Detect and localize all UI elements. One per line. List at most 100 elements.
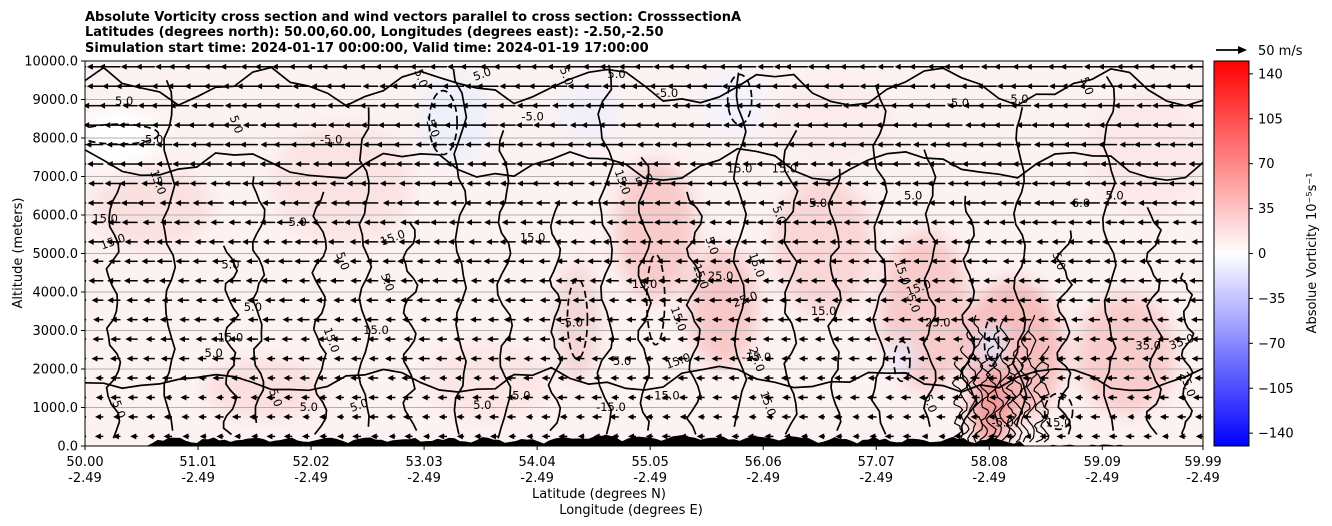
wind-vector (826, 199, 843, 206)
wind-vector (255, 102, 276, 109)
wind-vector (1034, 297, 1049, 304)
wind-vector (262, 238, 276, 245)
wind-vector (432, 199, 447, 206)
wind-vector (1136, 238, 1152, 245)
wind-vector (343, 141, 362, 148)
wind-vector (792, 161, 808, 168)
wind-vector (1167, 180, 1186, 187)
y-tick-label-7: 7000.0 (33, 170, 79, 185)
wind-vector (1134, 161, 1152, 168)
wind-vector (952, 336, 963, 343)
wind-vector (210, 336, 224, 343)
wind-vector (932, 316, 946, 323)
contour-line-13 (732, 72, 748, 427)
wind-vector (1014, 141, 1032, 148)
wind-vector (311, 219, 327, 226)
wind-vector (754, 102, 774, 109)
y-tick-label-8: 8000.0 (33, 132, 79, 147)
wind-vector (1154, 258, 1169, 265)
wind-vector (189, 180, 207, 187)
wind-vector (832, 336, 843, 343)
contour-line-22 (1145, 206, 1163, 435)
wind-vector (951, 394, 963, 401)
wind-vector (310, 180, 327, 187)
wind-vector (194, 277, 207, 284)
wind-vector (977, 102, 997, 109)
wind-vector (1168, 141, 1186, 148)
wind-vector (724, 161, 740, 168)
shading-blob-1 (92, 167, 213, 248)
wind-vector (273, 83, 293, 90)
wind-vector (1099, 161, 1118, 168)
wind-vector (798, 336, 808, 343)
wind-vector (852, 413, 860, 420)
wind-vector (654, 141, 671, 148)
wind-vector (479, 161, 499, 168)
wind-vector (552, 102, 568, 109)
wind-vector (504, 355, 516, 362)
wind-vector (913, 258, 929, 265)
wind-vector (792, 219, 808, 226)
wind-vector (1056, 355, 1066, 362)
contour-line-2 (222, 245, 240, 436)
wind-vector (1105, 375, 1118, 382)
wind-vector (327, 122, 344, 129)
wind-vector (299, 375, 310, 382)
wind-vector (817, 413, 825, 420)
wind-vector (94, 433, 104, 440)
wind-vector (488, 413, 499, 420)
wind-vector (266, 355, 276, 362)
wind-vector (204, 102, 224, 109)
wind-vector (1073, 355, 1083, 362)
wind-vector (567, 102, 585, 109)
wind-vector (85, 163, 87, 165)
wind-vector (141, 258, 155, 265)
wind-vector (197, 394, 207, 401)
wind-vector (283, 375, 293, 382)
wind-vector (617, 161, 636, 168)
wind-vector (710, 336, 722, 343)
wind-vector (359, 180, 379, 187)
wind-vector (1151, 102, 1169, 109)
wind-vector (281, 336, 293, 343)
wind-vector (224, 141, 241, 148)
wind-vector (979, 199, 997, 206)
wind-vector (830, 258, 843, 265)
wind-vector (159, 199, 173, 206)
wind-vector (857, 141, 877, 148)
wind-vector (164, 394, 173, 401)
wind-vector (327, 238, 344, 245)
wind-vector (700, 83, 722, 90)
title-line-2: Latitudes (degrees north): 50.00,60.00, … (85, 25, 664, 40)
wind-vector (488, 394, 499, 401)
wind-vector (862, 161, 877, 168)
wind-vector (438, 375, 447, 382)
wind-vector (553, 199, 568, 206)
wind-vector (538, 258, 551, 265)
wind-vector (1186, 63, 1203, 70)
wind-vector (497, 141, 516, 148)
wind-vector (862, 258, 877, 265)
contour-label-49: 5.0 (300, 400, 318, 414)
wind-vector (350, 355, 362, 362)
wind-vector (178, 336, 190, 343)
wind-vector (696, 433, 705, 440)
wind-vector (1091, 394, 1100, 401)
wind-vector (859, 199, 877, 206)
wind-vector (92, 336, 104, 343)
wind-vector (815, 355, 825, 362)
wind-vector (943, 141, 963, 148)
contour-label-14: 15.0 (218, 331, 244, 345)
wind-vector (736, 122, 757, 129)
wind-vector (487, 316, 499, 323)
wind-vector (610, 375, 619, 382)
contour-label-6: 5.0 (227, 113, 246, 135)
wind-vector (1038, 375, 1049, 382)
wind-vector (118, 141, 138, 148)
wind-vector (387, 375, 396, 382)
wind-vector (274, 161, 293, 168)
wind-vector (1116, 63, 1135, 70)
wind-vector (739, 199, 757, 206)
wind-vector (1064, 180, 1083, 187)
wind-vector (814, 297, 825, 304)
